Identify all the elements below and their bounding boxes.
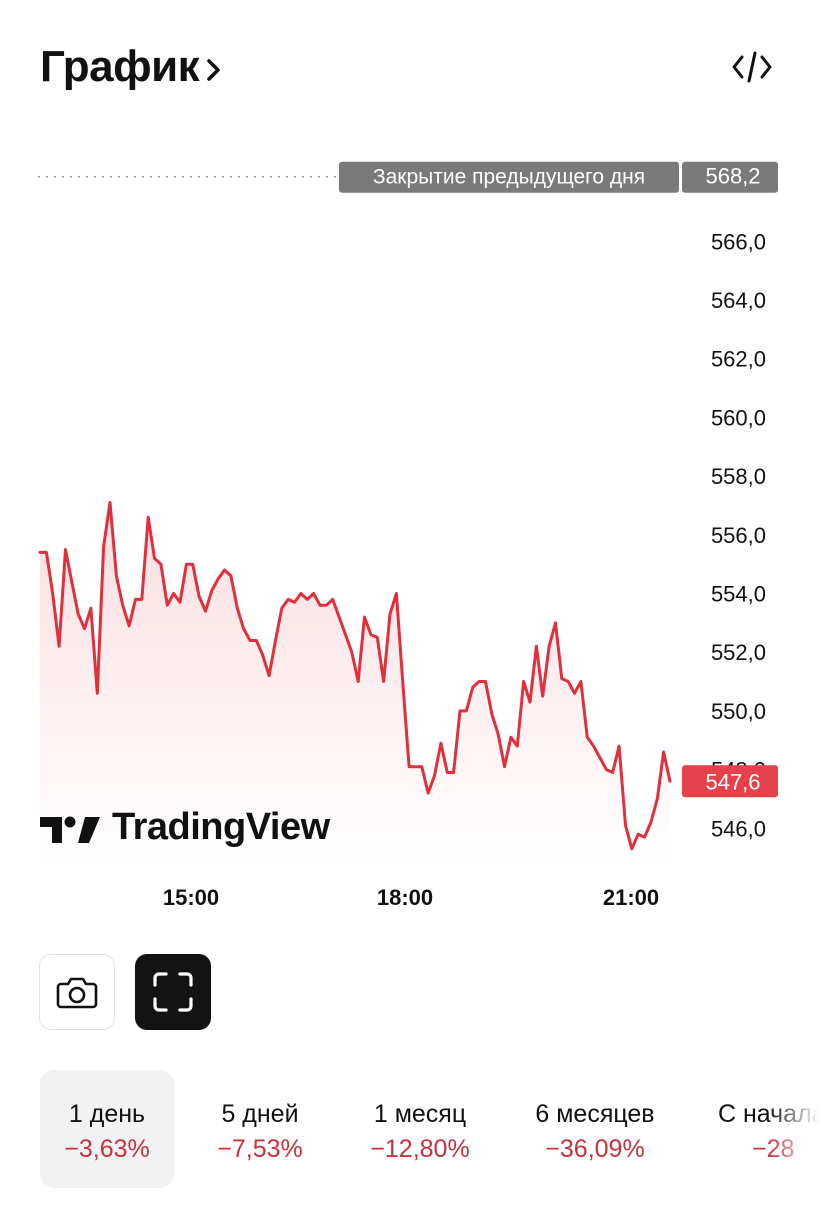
range-1m[interactable]: 1 месяц −12,80% xyxy=(350,1070,490,1188)
current-price-badge: 547,6 xyxy=(682,765,778,798)
y-tick-label: 556,0 xyxy=(711,523,766,548)
prev-close-label: Закрытие предыдущего дня xyxy=(373,166,645,189)
prev-close-label-bg xyxy=(339,161,679,193)
range-change: −36,09% xyxy=(545,1135,645,1163)
chart-title-link[interactable]: График xyxy=(40,42,223,92)
range-6m[interactable]: 6 месяцев −36,09% xyxy=(520,1070,670,1188)
range-5d[interactable]: 5 дней −7,53% xyxy=(200,1070,320,1188)
price-line xyxy=(38,501,672,851)
range-ytd[interactable]: С начала года −28 xyxy=(704,1070,828,1188)
fullscreen-button[interactable] xyxy=(135,954,211,1030)
range-1d[interactable]: 1 день −3,63% xyxy=(40,1070,174,1188)
range-selector: 1 день −3,63% 5 дней −7,53% 1 месяц −12,… xyxy=(40,1070,828,1188)
chevron-right-icon xyxy=(207,59,220,81)
range-label: 1 месяц xyxy=(373,1100,467,1128)
range-label: 6 месяцев xyxy=(535,1100,655,1128)
range-label: С начала года xyxy=(718,1100,828,1128)
prev-close-value-bg xyxy=(682,161,778,193)
range-label: 5 дней xyxy=(221,1100,299,1128)
tradingview-wordmark: TradingView xyxy=(112,806,330,848)
x-tick-label: 18:00 xyxy=(377,885,433,910)
y-tick-label: 566,0 xyxy=(711,229,766,254)
range-label: 1 день xyxy=(68,1100,146,1128)
x-tick-label: 15:00 xyxy=(163,885,219,910)
page-title: График xyxy=(40,42,200,91)
range-change: −3,63% xyxy=(64,1135,150,1163)
y-tick-label: 554,0 xyxy=(711,582,766,607)
range-change: −12,80% xyxy=(370,1135,470,1163)
y-tick-label: 546,0 xyxy=(711,816,766,841)
prev-close-badge: Закрытие предыдущего дня 568,2 xyxy=(339,161,778,193)
y-tick-label: 550,0 xyxy=(711,699,766,724)
current-price-value: 547,6 xyxy=(705,769,760,794)
y-tick-label: 558,0 xyxy=(711,464,766,489)
prev-close-value: 568,2 xyxy=(705,164,760,189)
fullscreen-icon xyxy=(153,972,193,1012)
x-tick-label: 21:00 xyxy=(603,885,659,910)
y-tick-label: 562,0 xyxy=(711,347,766,372)
y-tick-label: 552,0 xyxy=(711,640,766,665)
camera-icon xyxy=(56,977,98,1009)
tradingview-logo[interactable]: TradingView xyxy=(40,806,330,849)
y-axis: 566,0 564,0 562,0 560,0 558,0 556,0 554,0 552,0… xyxy=(711,229,766,841)
range-change: −7,53% xyxy=(217,1135,303,1163)
x-axis: 15:00 18:00 21:00 xyxy=(163,885,659,910)
y-tick-label: 564,0 xyxy=(711,288,766,313)
range-change: −28 xyxy=(752,1135,795,1163)
code-icon[interactable] xyxy=(730,48,774,86)
tradingview-mark-icon xyxy=(40,816,100,843)
price-chart[interactable]: 566,0 564,0 562,0 560,0 558,0 556,0 554,0 552,0… xyxy=(0,150,828,920)
y-tick-label: 560,0 xyxy=(711,405,766,430)
screenshot-button[interactable] xyxy=(39,954,115,1030)
current-price-bg xyxy=(682,765,778,798)
